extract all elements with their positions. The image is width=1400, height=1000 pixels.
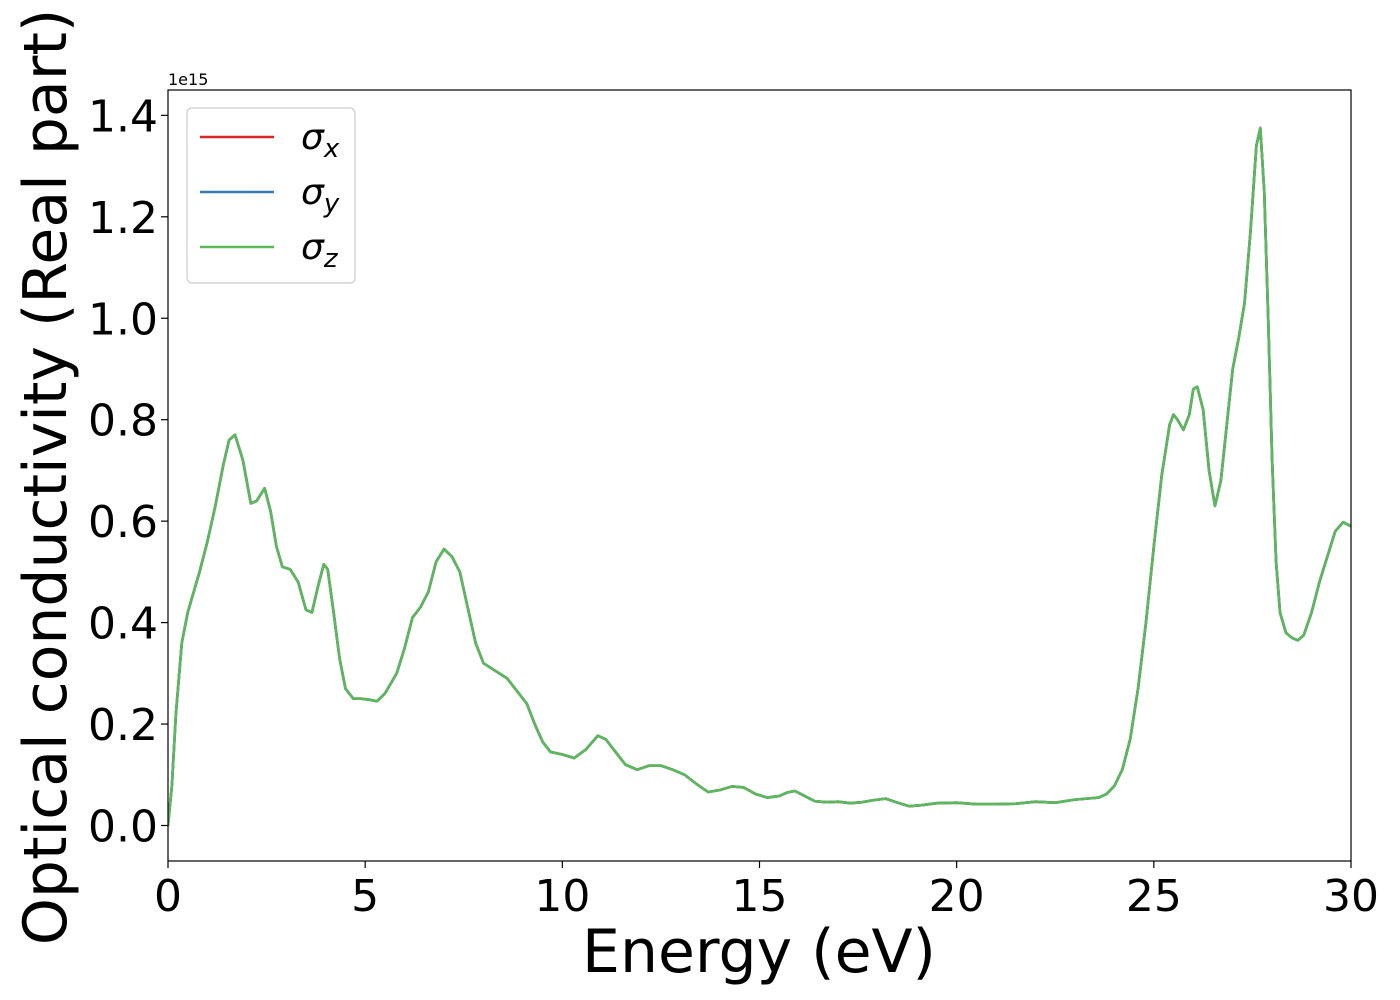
y-tick-label: 0.2 [88,700,158,751]
x-tick-label: 15 [732,871,788,922]
x-tick-label: 25 [1126,871,1182,922]
y-tick-label: 0.0 [88,801,158,852]
axes: 0 5 10 15 20 25 30 0.0 0.2 0.4 0.6 0.8 1.0 1.2 1.4 [88,89,1379,922]
y-tick-label: 1.2 [88,193,158,244]
x-tick-label: 0 [154,871,182,922]
x-tick-label: 30 [1323,871,1379,922]
x-tick-label: 5 [351,871,379,922]
legend-box [186,107,356,284]
x-tick-label: 20 [929,871,985,922]
legend-label-y: σy [301,172,340,219]
plot-area [168,126,1351,827]
y-offset-text: 1e15 [168,70,208,89]
x-tick-label: 10 [534,871,590,922]
y-tick-label: 1.0 [88,294,158,345]
legend-label-x: σx [301,117,340,164]
y-tick-label: 0.4 [88,599,158,650]
y-tick-label: 0.8 [88,396,158,447]
legend-label-z: σz [301,227,339,274]
series-line-z [168,126,1351,827]
y-axis-label: Optical conductivity (Real part) [11,9,81,946]
y-tick-label: 1.4 [88,91,158,142]
x-axis-label: Energy (eV) [582,917,936,987]
legend: σx σy σz [186,107,356,284]
y-tick-label: 0.6 [88,497,158,548]
